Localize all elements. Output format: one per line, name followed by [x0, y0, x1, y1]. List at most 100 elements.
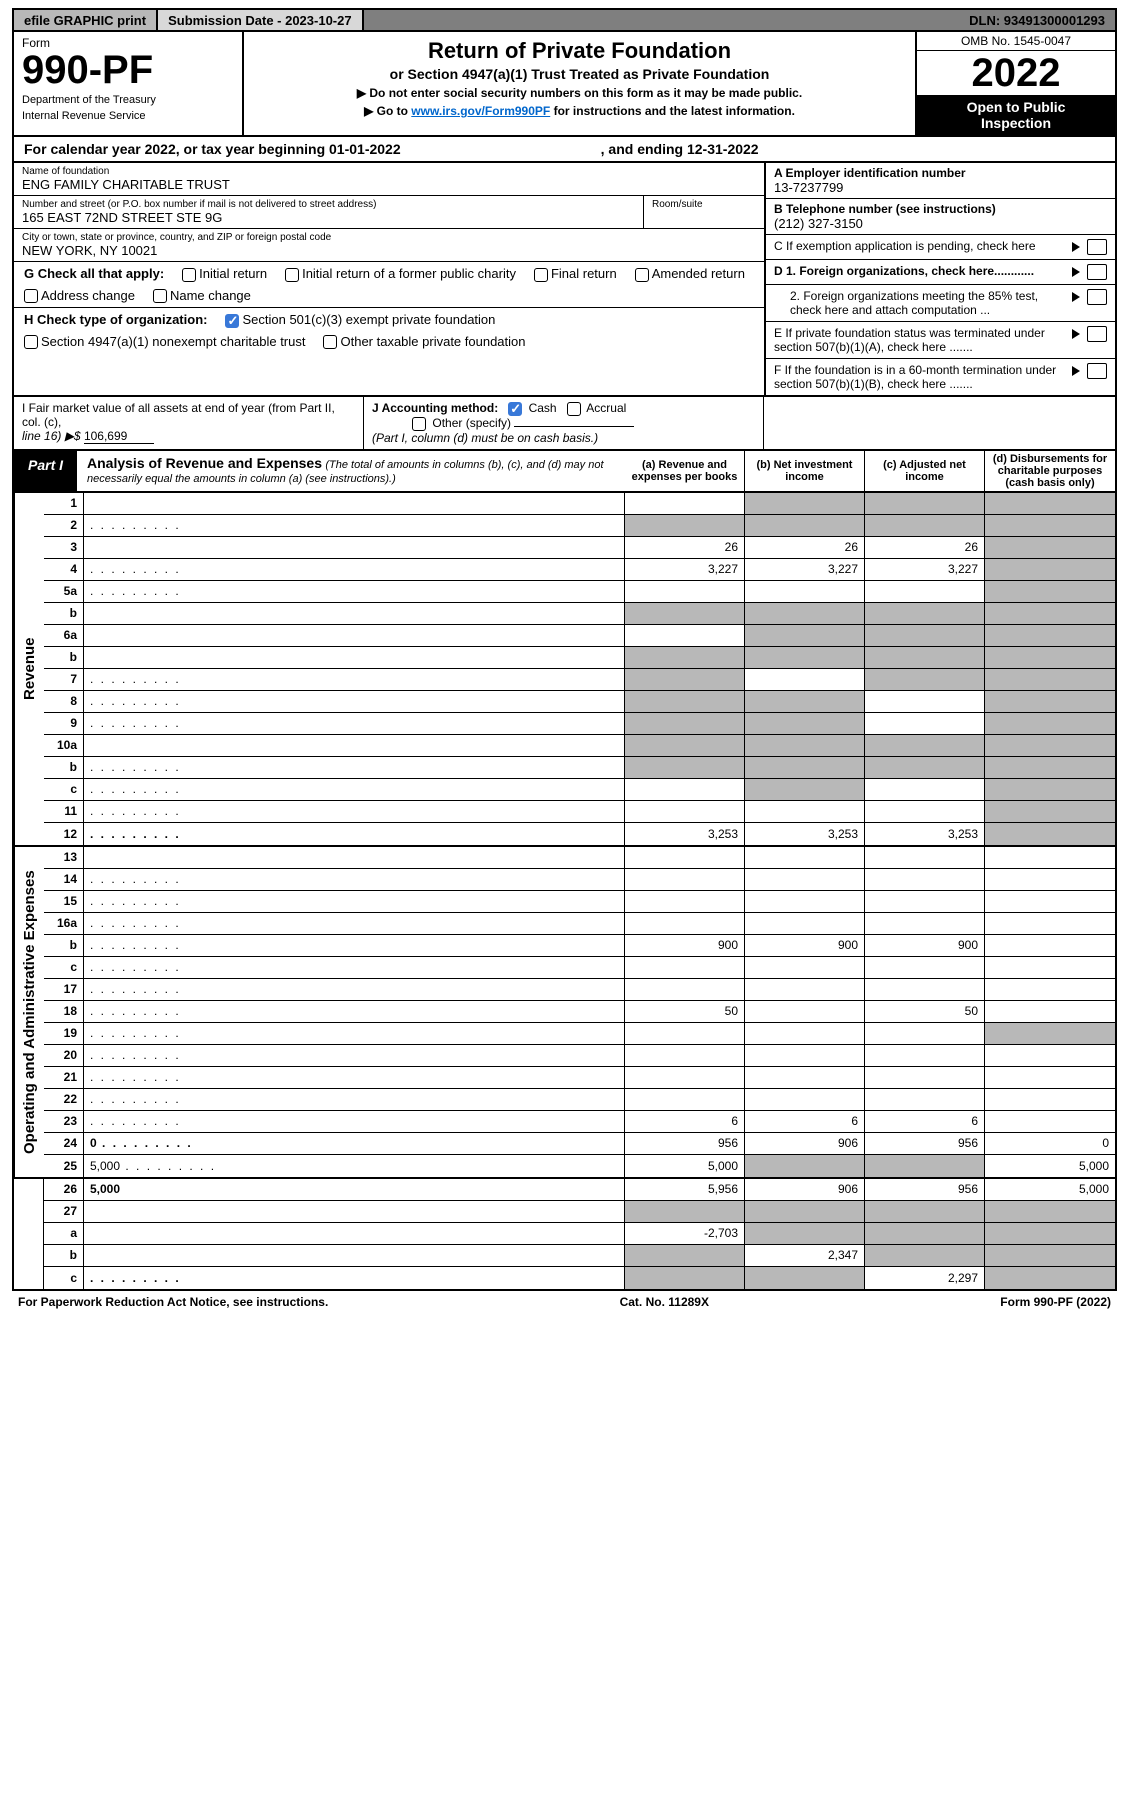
- name-label: Name of foundation: [22, 166, 756, 177]
- line-number: 23: [44, 1111, 84, 1132]
- col-d-value: 5,000: [985, 1179, 1115, 1200]
- checkbox-501c3[interactable]: [225, 314, 239, 328]
- col-c-value: [865, 581, 985, 602]
- d2-row: 2. Foreign organizations meeting the 85%…: [766, 285, 1115, 322]
- g5: Address change: [41, 288, 135, 303]
- header-right: OMB No. 1545-0047 2022 Open to Public In…: [915, 32, 1115, 135]
- j-label: J Accounting method:: [372, 401, 498, 415]
- line-description: [84, 647, 625, 668]
- checkbox-final-return[interactable]: [534, 268, 548, 282]
- line-description: [84, 935, 625, 956]
- checkbox-c-pending[interactable]: [1087, 239, 1107, 255]
- col-d-value: [985, 757, 1115, 778]
- checkbox-4947a1[interactable]: [24, 335, 38, 349]
- col-c-value: [865, 869, 985, 890]
- col-c-value: [865, 1023, 985, 1044]
- col-a-value: [625, 801, 745, 822]
- calendar-year-row: For calendar year 2022, or tax year begi…: [12, 137, 1117, 163]
- checkbox-other-method[interactable]: [412, 417, 426, 431]
- col-d-value: [985, 1089, 1115, 1110]
- col-b-value: [745, 847, 865, 868]
- col-a-value: [625, 869, 745, 890]
- col-c-value: 3,227: [865, 559, 985, 580]
- checkbox-name-change[interactable]: [153, 289, 167, 303]
- form990pf-link[interactable]: www.irs.gov/Form990PF: [411, 104, 550, 118]
- h3: Other taxable private foundation: [340, 334, 525, 349]
- table-row: 23666: [44, 1111, 1115, 1133]
- col-b-value: [745, 735, 865, 756]
- table-row: a-2,703: [44, 1223, 1115, 1245]
- line-number: b: [44, 647, 84, 668]
- col-b-value: [745, 493, 865, 514]
- part1-line27-table: 265,0005,9569069565,00027a-2,703b2,347c2…: [12, 1179, 1117, 1291]
- irs-label: Internal Revenue Service: [22, 110, 234, 122]
- col-d-value: [985, 935, 1115, 956]
- line-description: [84, 801, 625, 822]
- line-description: [84, 515, 625, 536]
- col-c-value: 956: [865, 1133, 985, 1154]
- col-d-value: [985, 515, 1115, 536]
- checkbox-initial-return[interactable]: [182, 268, 196, 282]
- col-c-value: [865, 757, 985, 778]
- checkbox-initial-former[interactable]: [285, 268, 299, 282]
- d2-label: 2. Foreign organizations meeting the 85%…: [774, 289, 1069, 317]
- form-footer-label: Form 990-PF (2022): [1000, 1295, 1111, 1309]
- table-row: b900900900: [44, 935, 1115, 957]
- col-a-value: [625, 625, 745, 646]
- line-number: 7: [44, 669, 84, 690]
- instr-2-pre: ▶ Go to: [364, 104, 411, 118]
- col-c-value: [865, 1067, 985, 1088]
- f-row: F If the foundation is in a 60-month ter…: [766, 359, 1115, 395]
- col-b-value: [745, 979, 865, 1000]
- table-row: 9: [44, 713, 1115, 735]
- col-b-value: [745, 625, 865, 646]
- col-c-value: [865, 1155, 985, 1177]
- paperwork-notice: For Paperwork Reduction Act Notice, see …: [18, 1295, 328, 1309]
- ein-label: A Employer identification number: [774, 166, 1107, 180]
- form-subtitle: or Section 4947(a)(1) Trust Treated as P…: [264, 66, 895, 82]
- table-row: 1: [44, 493, 1115, 515]
- omb-number: OMB No. 1545-0047: [917, 32, 1115, 51]
- j-accounting-cell: J Accounting method: Cash Accrual Other …: [364, 397, 764, 449]
- line-number: 9: [44, 713, 84, 734]
- checkbox-accrual[interactable]: [567, 402, 581, 416]
- line-description: [84, 1223, 625, 1244]
- col-a-value: [625, 847, 745, 868]
- col-b-value: 3,253: [745, 823, 865, 845]
- part1-title-cell: Analysis of Revenue and Expenses (The to…: [77, 451, 625, 491]
- checkbox-amended-return[interactable]: [635, 268, 649, 282]
- col-a-value: 3,227: [625, 559, 745, 580]
- checkbox-f[interactable]: [1087, 363, 1107, 379]
- line-number: b: [44, 757, 84, 778]
- checkbox-cash[interactable]: [508, 402, 522, 416]
- col-d-value: [985, 1245, 1115, 1266]
- col-a-header: (a) Revenue and expenses per books: [625, 451, 745, 491]
- checkbox-d2[interactable]: [1087, 289, 1107, 305]
- col-d-value: [985, 1111, 1115, 1132]
- triangle-icon: [1072, 329, 1080, 339]
- room-label: Room/suite: [652, 199, 756, 210]
- part1-header-row: Part I Analysis of Revenue and Expenses …: [12, 451, 1117, 493]
- col-d-value: [985, 957, 1115, 978]
- table-row: 20: [44, 1045, 1115, 1067]
- spacer-27: [14, 1179, 44, 1289]
- e-label: E If private foundation status was termi…: [774, 326, 1069, 354]
- col-c-value: 900: [865, 935, 985, 956]
- col-c-value: [865, 913, 985, 934]
- table-row: c2,297: [44, 1267, 1115, 1289]
- header-left: Form 990-PF Department of the Treasury I…: [14, 32, 244, 135]
- col-d-value: [985, 913, 1115, 934]
- col-c-value: [865, 515, 985, 536]
- checkbox-d1[interactable]: [1087, 264, 1107, 280]
- col-c-value: [865, 713, 985, 734]
- entity-info-block: Name of foundation ENG FAMILY CHARITABLE…: [12, 163, 1117, 397]
- checkbox-address-change[interactable]: [24, 289, 38, 303]
- table-row: 2: [44, 515, 1115, 537]
- form-title: Return of Private Foundation: [264, 38, 895, 64]
- checkbox-e[interactable]: [1087, 326, 1107, 342]
- col-a-value: [625, 691, 745, 712]
- line-description: [84, 603, 625, 624]
- checkbox-other-taxable[interactable]: [323, 335, 337, 349]
- table-row: c: [44, 957, 1115, 979]
- line-description: [84, 891, 625, 912]
